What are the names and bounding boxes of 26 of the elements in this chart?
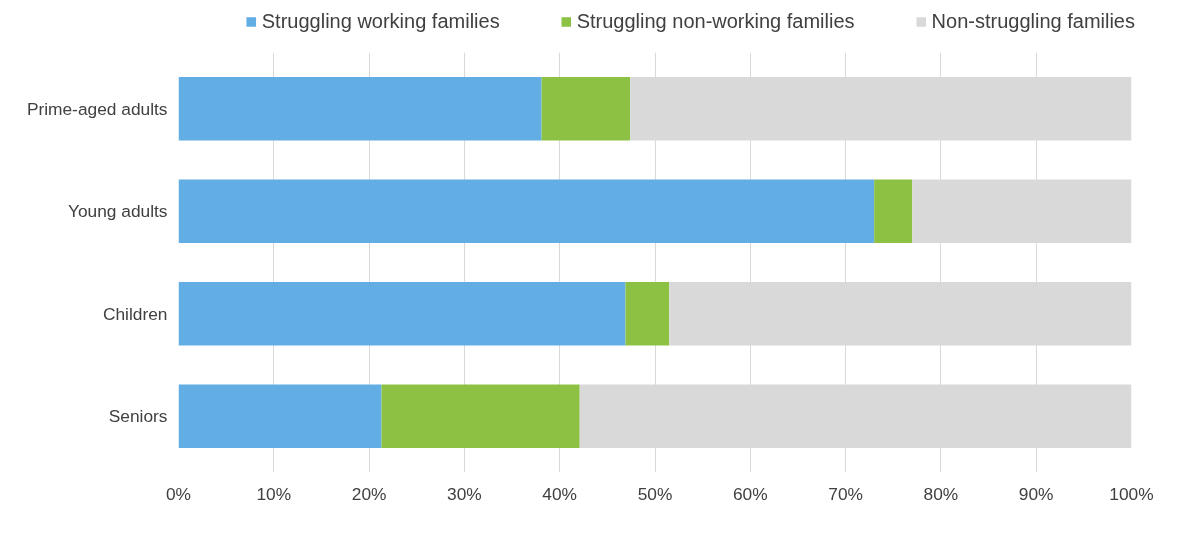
y-tick-label: Young adults	[67, 201, 168, 222]
x-tick-label: 60%	[732, 483, 768, 504]
legend-label: Struggling working families	[261, 9, 500, 33]
x-tick-label: 0%	[165, 483, 192, 504]
x-tick-label: 30%	[447, 483, 482, 504]
x-tick-label: 70%	[828, 483, 863, 504]
legend-label: Struggling non-working families	[576, 9, 855, 33]
bar	[178, 281, 626, 346]
y-tick-label: Prime-aged adults	[26, 98, 168, 119]
x-tick-label: 40%	[542, 483, 578, 504]
x-tick-label: 10%	[256, 483, 292, 504]
y-tick-label: Children	[102, 303, 168, 324]
x-tick-label: 80%	[923, 483, 959, 504]
x-tick-label: 90%	[1018, 483, 1054, 504]
bar	[178, 384, 382, 448]
bar	[541, 77, 631, 141]
x-tick-label: 100%	[1109, 483, 1154, 504]
bar	[178, 77, 542, 141]
y-tick-label: Seniors	[108, 406, 168, 427]
bar	[178, 179, 875, 244]
bar	[381, 384, 580, 448]
x-tick-label: 50%	[637, 483, 673, 504]
bar	[874, 179, 913, 244]
x-tick-label: 20%	[351, 483, 387, 504]
bar	[625, 281, 670, 346]
legend-label: Non-struggling families	[931, 9, 1135, 33]
